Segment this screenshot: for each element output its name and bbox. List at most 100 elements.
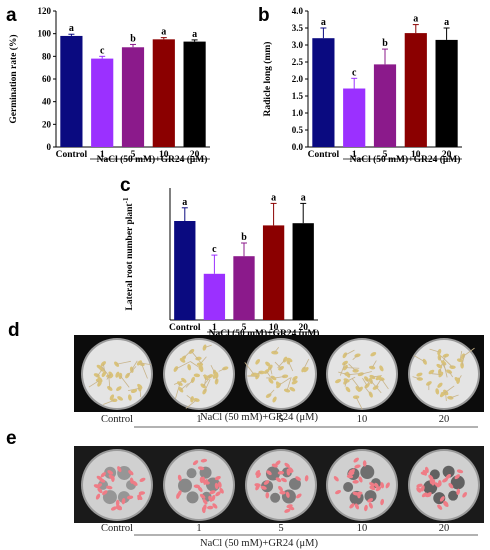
y-axis-label: Lateral root number plant-1 <box>122 197 135 310</box>
significance-label: c <box>352 67 357 78</box>
radicle <box>120 375 130 388</box>
seed <box>362 460 367 467</box>
photo-labels-e: Control 1 5 10 20 <box>101 523 449 534</box>
seed <box>200 458 208 463</box>
y-tick-label: 2.5 <box>292 57 304 67</box>
y-tick-label: 20 <box>42 119 52 129</box>
seed <box>442 478 448 483</box>
bar-5 <box>233 256 255 320</box>
seed <box>97 380 102 387</box>
seed <box>203 479 208 485</box>
radicle <box>443 362 448 378</box>
seed <box>97 376 103 383</box>
seed <box>295 476 301 481</box>
dark-stain <box>265 466 280 481</box>
radicle <box>362 377 368 386</box>
y-tick-label: 100 <box>38 29 52 39</box>
seed <box>121 498 126 505</box>
seed <box>356 491 363 496</box>
seed <box>116 386 122 391</box>
seed <box>117 466 122 473</box>
seed <box>272 396 277 403</box>
seed <box>368 502 373 509</box>
y-tick-label: 120 <box>38 6 52 16</box>
seed <box>275 460 281 466</box>
seed <box>278 485 283 492</box>
radicle <box>101 366 110 377</box>
seed <box>206 505 214 510</box>
seed <box>275 477 282 483</box>
radicle <box>175 383 181 399</box>
x-tick-label: 5 <box>383 150 388 160</box>
seed <box>108 474 114 480</box>
radicle <box>180 383 189 391</box>
radicle <box>274 361 282 369</box>
significance-label: a <box>321 17 326 28</box>
seed <box>454 377 460 383</box>
seed <box>342 364 348 371</box>
photo-treatment-label: 5 <box>278 414 283 425</box>
seed <box>454 474 460 480</box>
seed <box>379 365 384 372</box>
significance-label: a <box>161 27 166 38</box>
x-tick-label: 5 <box>131 150 136 160</box>
radicle <box>186 394 193 400</box>
seed <box>428 369 435 375</box>
radicle <box>286 377 292 391</box>
seed <box>256 472 261 479</box>
seed <box>440 360 447 366</box>
dark-stain <box>343 481 354 492</box>
seed <box>364 504 368 512</box>
photo-caption-d: NaCl (50 mM)+GR24 (μM) <box>200 412 319 423</box>
x-axis-label: NaCl (50 mM)+GR24 (μM) <box>97 154 208 165</box>
seed <box>448 483 454 489</box>
radicle <box>440 355 453 368</box>
seed <box>420 471 428 476</box>
seed <box>95 493 101 500</box>
bar-5 <box>121 47 145 148</box>
x-tick-label: 10 <box>411 150 421 160</box>
seed <box>96 483 103 488</box>
radicle <box>139 362 151 366</box>
radicle <box>429 348 440 353</box>
seed <box>217 481 222 488</box>
petri-dishes-e <box>81 449 480 521</box>
seed <box>428 474 434 481</box>
radicle <box>204 344 212 348</box>
significance-label: a <box>69 23 74 34</box>
seed <box>352 479 359 484</box>
bar-10 <box>404 33 427 147</box>
seed <box>426 381 432 386</box>
dark-stain <box>442 465 455 478</box>
seed <box>445 473 452 480</box>
dark-stain <box>360 465 375 480</box>
seed <box>126 495 134 500</box>
seed <box>286 504 293 509</box>
seed <box>254 483 261 487</box>
radicle <box>355 396 363 410</box>
radicle <box>218 367 226 372</box>
seed <box>115 371 120 378</box>
seed <box>211 494 216 502</box>
radicle <box>191 351 202 364</box>
panel-letter-c: c <box>120 175 131 196</box>
seed <box>268 378 274 384</box>
seed <box>456 469 464 474</box>
seed <box>304 475 309 482</box>
seed <box>197 466 205 471</box>
seed <box>335 489 342 495</box>
dark-stain <box>288 477 301 490</box>
seed <box>188 348 195 354</box>
significance-label: b <box>241 232 247 243</box>
seed <box>380 482 385 489</box>
significance-label: a <box>271 192 276 203</box>
seed <box>346 474 354 479</box>
radicle <box>371 360 377 368</box>
seed <box>374 482 379 489</box>
seed <box>333 476 339 482</box>
seed <box>385 482 390 489</box>
seed <box>199 493 206 499</box>
panel-letter-e: e <box>6 428 17 449</box>
petri-dish <box>83 451 151 519</box>
